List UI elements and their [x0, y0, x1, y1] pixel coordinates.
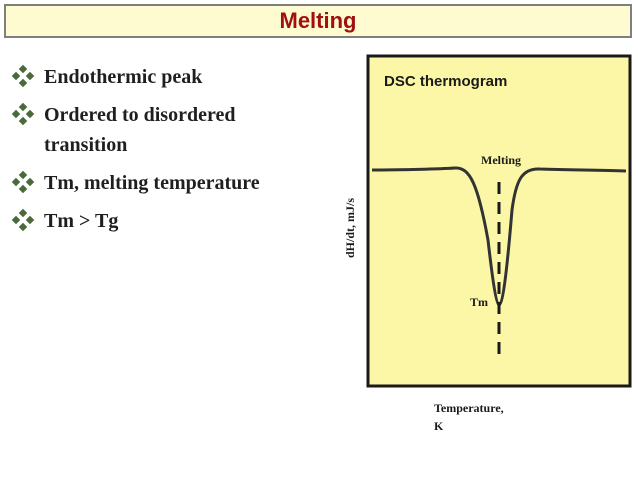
bullet-line: Ordered to disordered [44, 104, 236, 126]
peak-label: Melting [481, 153, 521, 167]
bullet-line: Tm > Tg [44, 210, 119, 232]
tm-label: Tm [470, 295, 488, 309]
bullet-text: Tm > Tg [44, 206, 118, 236]
slide-title-bar: Melting [4, 4, 632, 38]
bullet-text: Endothermic peak [44, 62, 202, 92]
x-axis-label-line1: Temperature, [434, 401, 504, 415]
bullet-line: Tm, melting temperature [44, 172, 260, 194]
diamond-bullet-icon [11, 170, 35, 194]
bullet-item: Endothermic peak [10, 62, 330, 92]
thermogram-box [366, 54, 632, 388]
diamond-bullet-icon [11, 208, 35, 232]
bullet-line: transition [44, 134, 128, 156]
bullet-item: Tm, melting temperature [10, 168, 330, 198]
diamond-bullet-icon [11, 102, 35, 126]
bullet-text: Ordered to disordered transition [44, 100, 235, 160]
bullet-item: Ordered to disordered transition [10, 100, 330, 160]
bullet-item: Tm > Tg [10, 206, 330, 236]
bullet-list: Endothermic peak Ordered to disordered t… [10, 62, 330, 244]
slide-title: Melting [279, 8, 357, 33]
y-axis-label: dH/dt, mJ/s [343, 198, 357, 258]
diamond-bullet-icon [11, 64, 35, 88]
x-axis-label-line2: K [434, 419, 444, 433]
bullet-line: Endothermic peak [44, 66, 203, 88]
bullet-text: Tm, melting temperature [44, 168, 260, 198]
thermogram-title: DSC thermogram [384, 73, 507, 90]
